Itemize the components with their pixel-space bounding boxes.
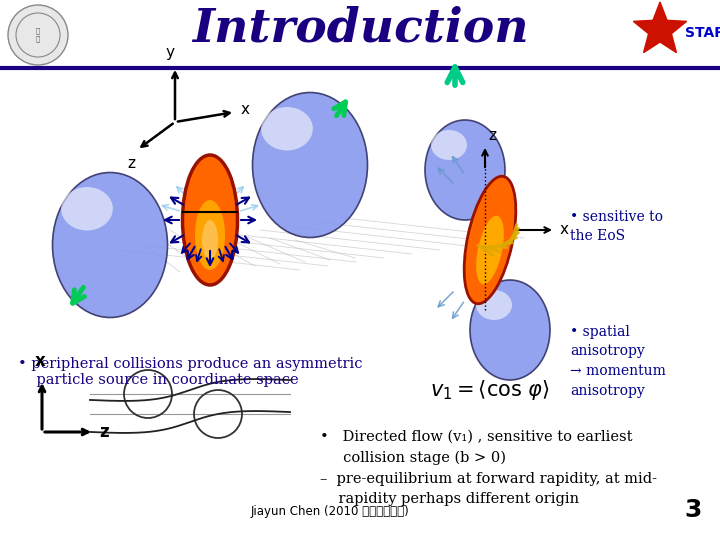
Text: Jiayun Chen (2010 高能物理年会): Jiayun Chen (2010 高能物理年会) [251, 505, 410, 518]
Text: 3: 3 [685, 498, 702, 522]
Text: Introduction: Introduction [192, 5, 528, 51]
Ellipse shape [464, 176, 516, 304]
Text: y: y [166, 45, 174, 60]
Text: x: x [35, 352, 45, 370]
Text: • peripheral collisions produce an asymmetric
    particle source in coordinate : • peripheral collisions produce an asymm… [18, 357, 362, 387]
Text: STAR: STAR [685, 26, 720, 40]
Ellipse shape [431, 130, 467, 160]
Text: •   Directed flow (v₁) , sensitive to earliest
     collision stage (b > 0)
–  p: • Directed flow (v₁) , sensitive to earl… [320, 430, 657, 507]
Ellipse shape [61, 187, 113, 231]
Text: • sensitive to
the EoS: • sensitive to the EoS [570, 210, 663, 244]
Ellipse shape [202, 220, 218, 260]
Text: z: z [99, 423, 109, 441]
Ellipse shape [261, 107, 313, 151]
Ellipse shape [476, 215, 504, 285]
Text: • spatial
anisotropy
→ momentum
anisotropy: • spatial anisotropy → momentum anisotro… [570, 325, 666, 397]
Ellipse shape [253, 92, 367, 238]
Polygon shape [634, 2, 687, 53]
Text: x: x [241, 103, 250, 118]
Text: z: z [488, 127, 496, 143]
Ellipse shape [53, 172, 168, 318]
Text: 校
徽: 校 徽 [36, 28, 40, 42]
Ellipse shape [476, 290, 512, 320]
Text: $v_1 = \langle \cos\,\varphi \rangle$: $v_1 = \langle \cos\,\varphi \rangle$ [430, 378, 550, 402]
Text: z: z [127, 156, 135, 171]
Ellipse shape [195, 200, 225, 270]
Circle shape [8, 5, 68, 65]
Ellipse shape [182, 155, 238, 285]
Text: x: x [560, 222, 569, 238]
Ellipse shape [470, 280, 550, 380]
Ellipse shape [425, 120, 505, 220]
